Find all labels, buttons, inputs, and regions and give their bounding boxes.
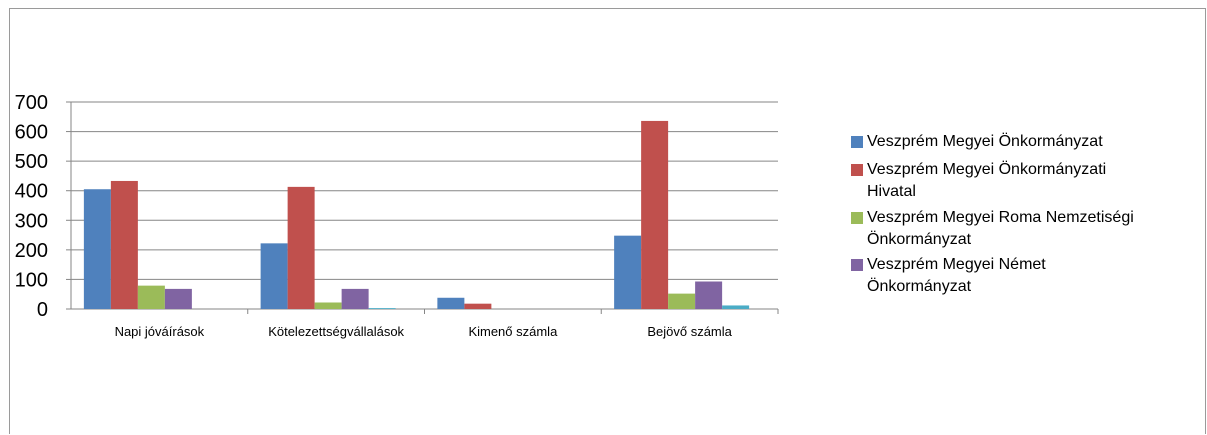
bar xyxy=(464,303,492,309)
legend-label: Önkormányzat xyxy=(867,277,972,295)
bar xyxy=(722,305,750,309)
legend-label: Veszprém Megyei Önkormányzati xyxy=(867,160,1106,178)
x-tick-label: Bejövő számla xyxy=(647,324,732,339)
y-tick-label: 100 xyxy=(15,269,48,291)
legend-swatch xyxy=(851,259,863,271)
bar xyxy=(668,293,696,309)
bar xyxy=(641,120,669,309)
chart-frame xyxy=(9,8,1206,434)
legend-label: Veszprém Megyei Önkormányzat xyxy=(867,132,1103,150)
bar xyxy=(314,302,342,309)
legend-swatch xyxy=(851,164,863,176)
bar xyxy=(368,308,396,309)
bar xyxy=(164,288,192,309)
bar xyxy=(110,180,138,309)
y-tick-label: 500 xyxy=(15,151,48,173)
legend-label: Hivatal xyxy=(867,183,916,200)
y-tick-label: 700 xyxy=(15,92,48,114)
legend-swatch xyxy=(851,136,863,148)
x-tick-label: Kimenő számla xyxy=(468,324,558,339)
bar xyxy=(437,297,465,309)
x-tick-label: Napi jóváírások xyxy=(115,324,205,339)
bar xyxy=(287,186,315,309)
bar xyxy=(137,285,165,309)
bar xyxy=(83,189,111,309)
y-tick-label: 600 xyxy=(15,122,48,144)
legend-label: Önkormányzat xyxy=(867,230,972,248)
bar xyxy=(695,281,723,309)
y-tick-label: 200 xyxy=(15,240,48,262)
bar xyxy=(341,288,369,309)
y-tick-label: 300 xyxy=(15,210,48,232)
bar xyxy=(260,243,288,309)
legend-label: Veszprém Megyei Roma Nemzetiségi xyxy=(867,209,1134,226)
legend-swatch xyxy=(851,212,863,224)
bar xyxy=(614,235,642,309)
y-tick-label: 400 xyxy=(15,181,48,203)
x-tick-label: Kötelezettségvállalások xyxy=(268,324,404,339)
y-tick-label: 0 xyxy=(37,299,48,321)
legend-label: Veszprém Megyei Német xyxy=(867,256,1046,273)
